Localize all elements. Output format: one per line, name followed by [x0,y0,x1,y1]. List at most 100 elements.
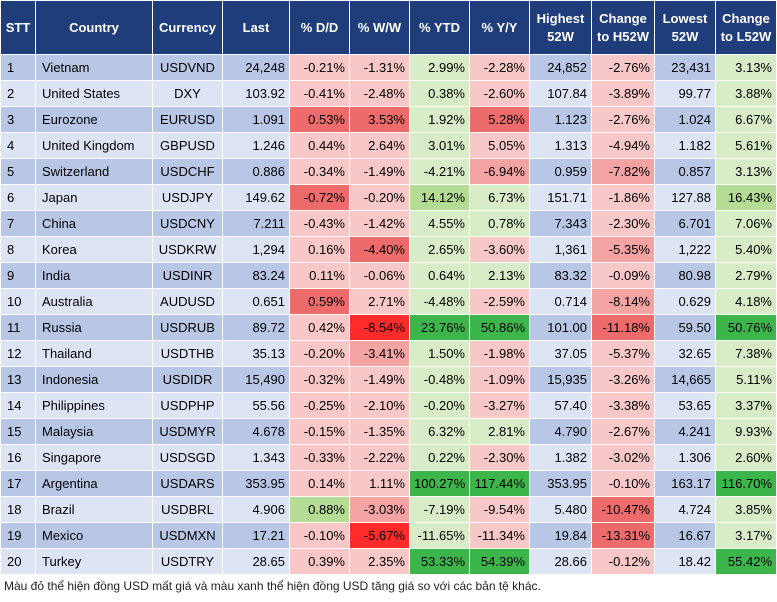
cell-last: 1.343 [222,444,290,471]
cell-change-h52w: -5.37% [591,340,655,367]
cell-country: United States [35,80,153,107]
cell-change-l52w: 2.60% [715,444,777,471]
cell-highest-52w: 0.959 [529,158,592,185]
cell-currency: USDKRW [152,236,223,263]
cell-highest-52w: 19.84 [529,522,592,549]
cell-change-h52w: -0.12% [591,548,655,575]
cell-ytd: 6.32% [409,418,470,445]
cell-dd: 0.11% [289,262,350,289]
cell-change-h52w: -3.89% [591,80,655,107]
cell-country: Philippines [35,392,153,419]
cell-stt: 12 [0,340,36,367]
cell-ww: -5.67% [349,522,410,549]
cell-change-l52w: 5.11% [715,366,777,393]
cell-dd: -0.72% [289,184,350,211]
header-change-h52w: Change to H52W [591,0,655,55]
cell-lowest-52w: 1,222 [654,236,716,263]
cell-yy: -1.98% [469,340,530,367]
cell-change-h52w: -0.10% [591,470,655,497]
table-row: 4 United Kingdom GBPUSD 1.246 0.44% 2.64% 3.01… [0,132,777,159]
cell-ww: -1.42% [349,210,410,237]
cell-currency: USDPHP [152,392,223,419]
table-row: 12 Thailand USDTHB 35.13 -0.20% -3.41% 1.50% -1… [0,340,777,367]
cell-highest-52w: 1.123 [529,106,592,133]
cell-ytd: 4.55% [409,210,470,237]
cell-yy: 5.28% [469,106,530,133]
cell-stt: 11 [0,314,36,341]
table-row: 5 Switzerland USDCHF 0.886 -0.34% -1.49% -4.21… [0,158,777,185]
cell-yy: 2.13% [469,262,530,289]
cell-change-h52w: -11.18% [591,314,655,341]
cell-last: 55.56 [222,392,290,419]
cell-yy: 6.73% [469,184,530,211]
cell-lowest-52w: 163.17 [654,470,716,497]
cell-highest-52w: 1.382 [529,444,592,471]
cell-ww: -0.06% [349,262,410,289]
cell-ytd: 2.65% [409,236,470,263]
table-row: 8 Korea USDKRW 1,294 0.16% -4.40% 2.65% -3.60% 1… [0,236,777,263]
cell-lowest-52w: 16.67 [654,522,716,549]
cell-change-l52w: 2.79% [715,262,777,289]
cell-ytd: 2.99% [409,54,470,81]
header-last: Last [222,0,290,55]
cell-change-h52w: -0.09% [591,262,655,289]
cell-change-l52w: 4.18% [715,288,777,315]
cell-ytd: 1.50% [409,340,470,367]
cell-change-l52w: 9.93% [715,418,777,445]
cell-ww: 2.35% [349,548,410,575]
cell-dd: -0.20% [289,340,350,367]
cell-country: Korea [35,236,153,263]
cell-highest-52w: 1,361 [529,236,592,263]
cell-dd: -0.25% [289,392,350,419]
cell-change-h52w: -5.35% [591,236,655,263]
cell-change-h52w: -7.82% [591,158,655,185]
cell-change-l52w: 5.61% [715,132,777,159]
cell-change-l52w: 50.76% [715,314,777,341]
cell-last: 0.886 [222,158,290,185]
cell-last: 35.13 [222,340,290,367]
cell-stt: 10 [0,288,36,315]
cell-change-h52w: -3.02% [591,444,655,471]
table-row: 17 Argentina USDARS 353.95 0.14% 1.11% 100.27%… [0,470,777,497]
cell-dd: 0.14% [289,470,350,497]
cell-change-l52w: 3.88% [715,80,777,107]
cell-change-h52w: -2.76% [591,54,655,81]
cell-change-l52w: 3.85% [715,496,777,523]
table-row: 11 Russia USDRUB 89.72 0.42% -8.54% 23.76% 50.8… [0,314,777,341]
cell-lowest-52w: 0.857 [654,158,716,185]
cell-dd: 0.39% [289,548,350,575]
cell-change-l52w: 55.42% [715,548,777,575]
cell-dd: 0.59% [289,288,350,315]
cell-country: China [35,210,153,237]
cell-ww: 1.11% [349,470,410,497]
cell-ww: -2.48% [349,80,410,107]
cell-ww: 2.64% [349,132,410,159]
cell-yy: 50.86% [469,314,530,341]
cell-highest-52w: 28.66 [529,548,592,575]
cell-last: 15,490 [222,366,290,393]
cell-lowest-52w: 99.77 [654,80,716,107]
cell-stt: 6 [0,184,36,211]
cell-currency: USDARS [152,470,223,497]
cell-last: 0.651 [222,288,290,315]
cell-ww: -3.41% [349,340,410,367]
cell-dd: -0.34% [289,158,350,185]
cell-lowest-52w: 59.50 [654,314,716,341]
cell-stt: 15 [0,418,36,445]
cell-country: Malaysia [35,418,153,445]
cell-lowest-52w: 32.65 [654,340,716,367]
cell-dd: -0.32% [289,366,350,393]
cell-country: Mexico [35,522,153,549]
cell-currency: DXY [152,80,223,107]
cell-change-l52w: 5.40% [715,236,777,263]
cell-currency: USDIDR [152,366,223,393]
cell-lowest-52w: 1.306 [654,444,716,471]
cell-stt: 18 [0,496,36,523]
cell-change-l52w: 16.43% [715,184,777,211]
cell-stt: 8 [0,236,36,263]
cell-ww: -1.31% [349,54,410,81]
header-country: Country [35,0,153,55]
table-row: 2 United States DXY 103.92 -0.41% -2.48% 0.38%… [0,80,777,107]
cell-ytd: -4.21% [409,158,470,185]
cell-lowest-52w: 4.724 [654,496,716,523]
